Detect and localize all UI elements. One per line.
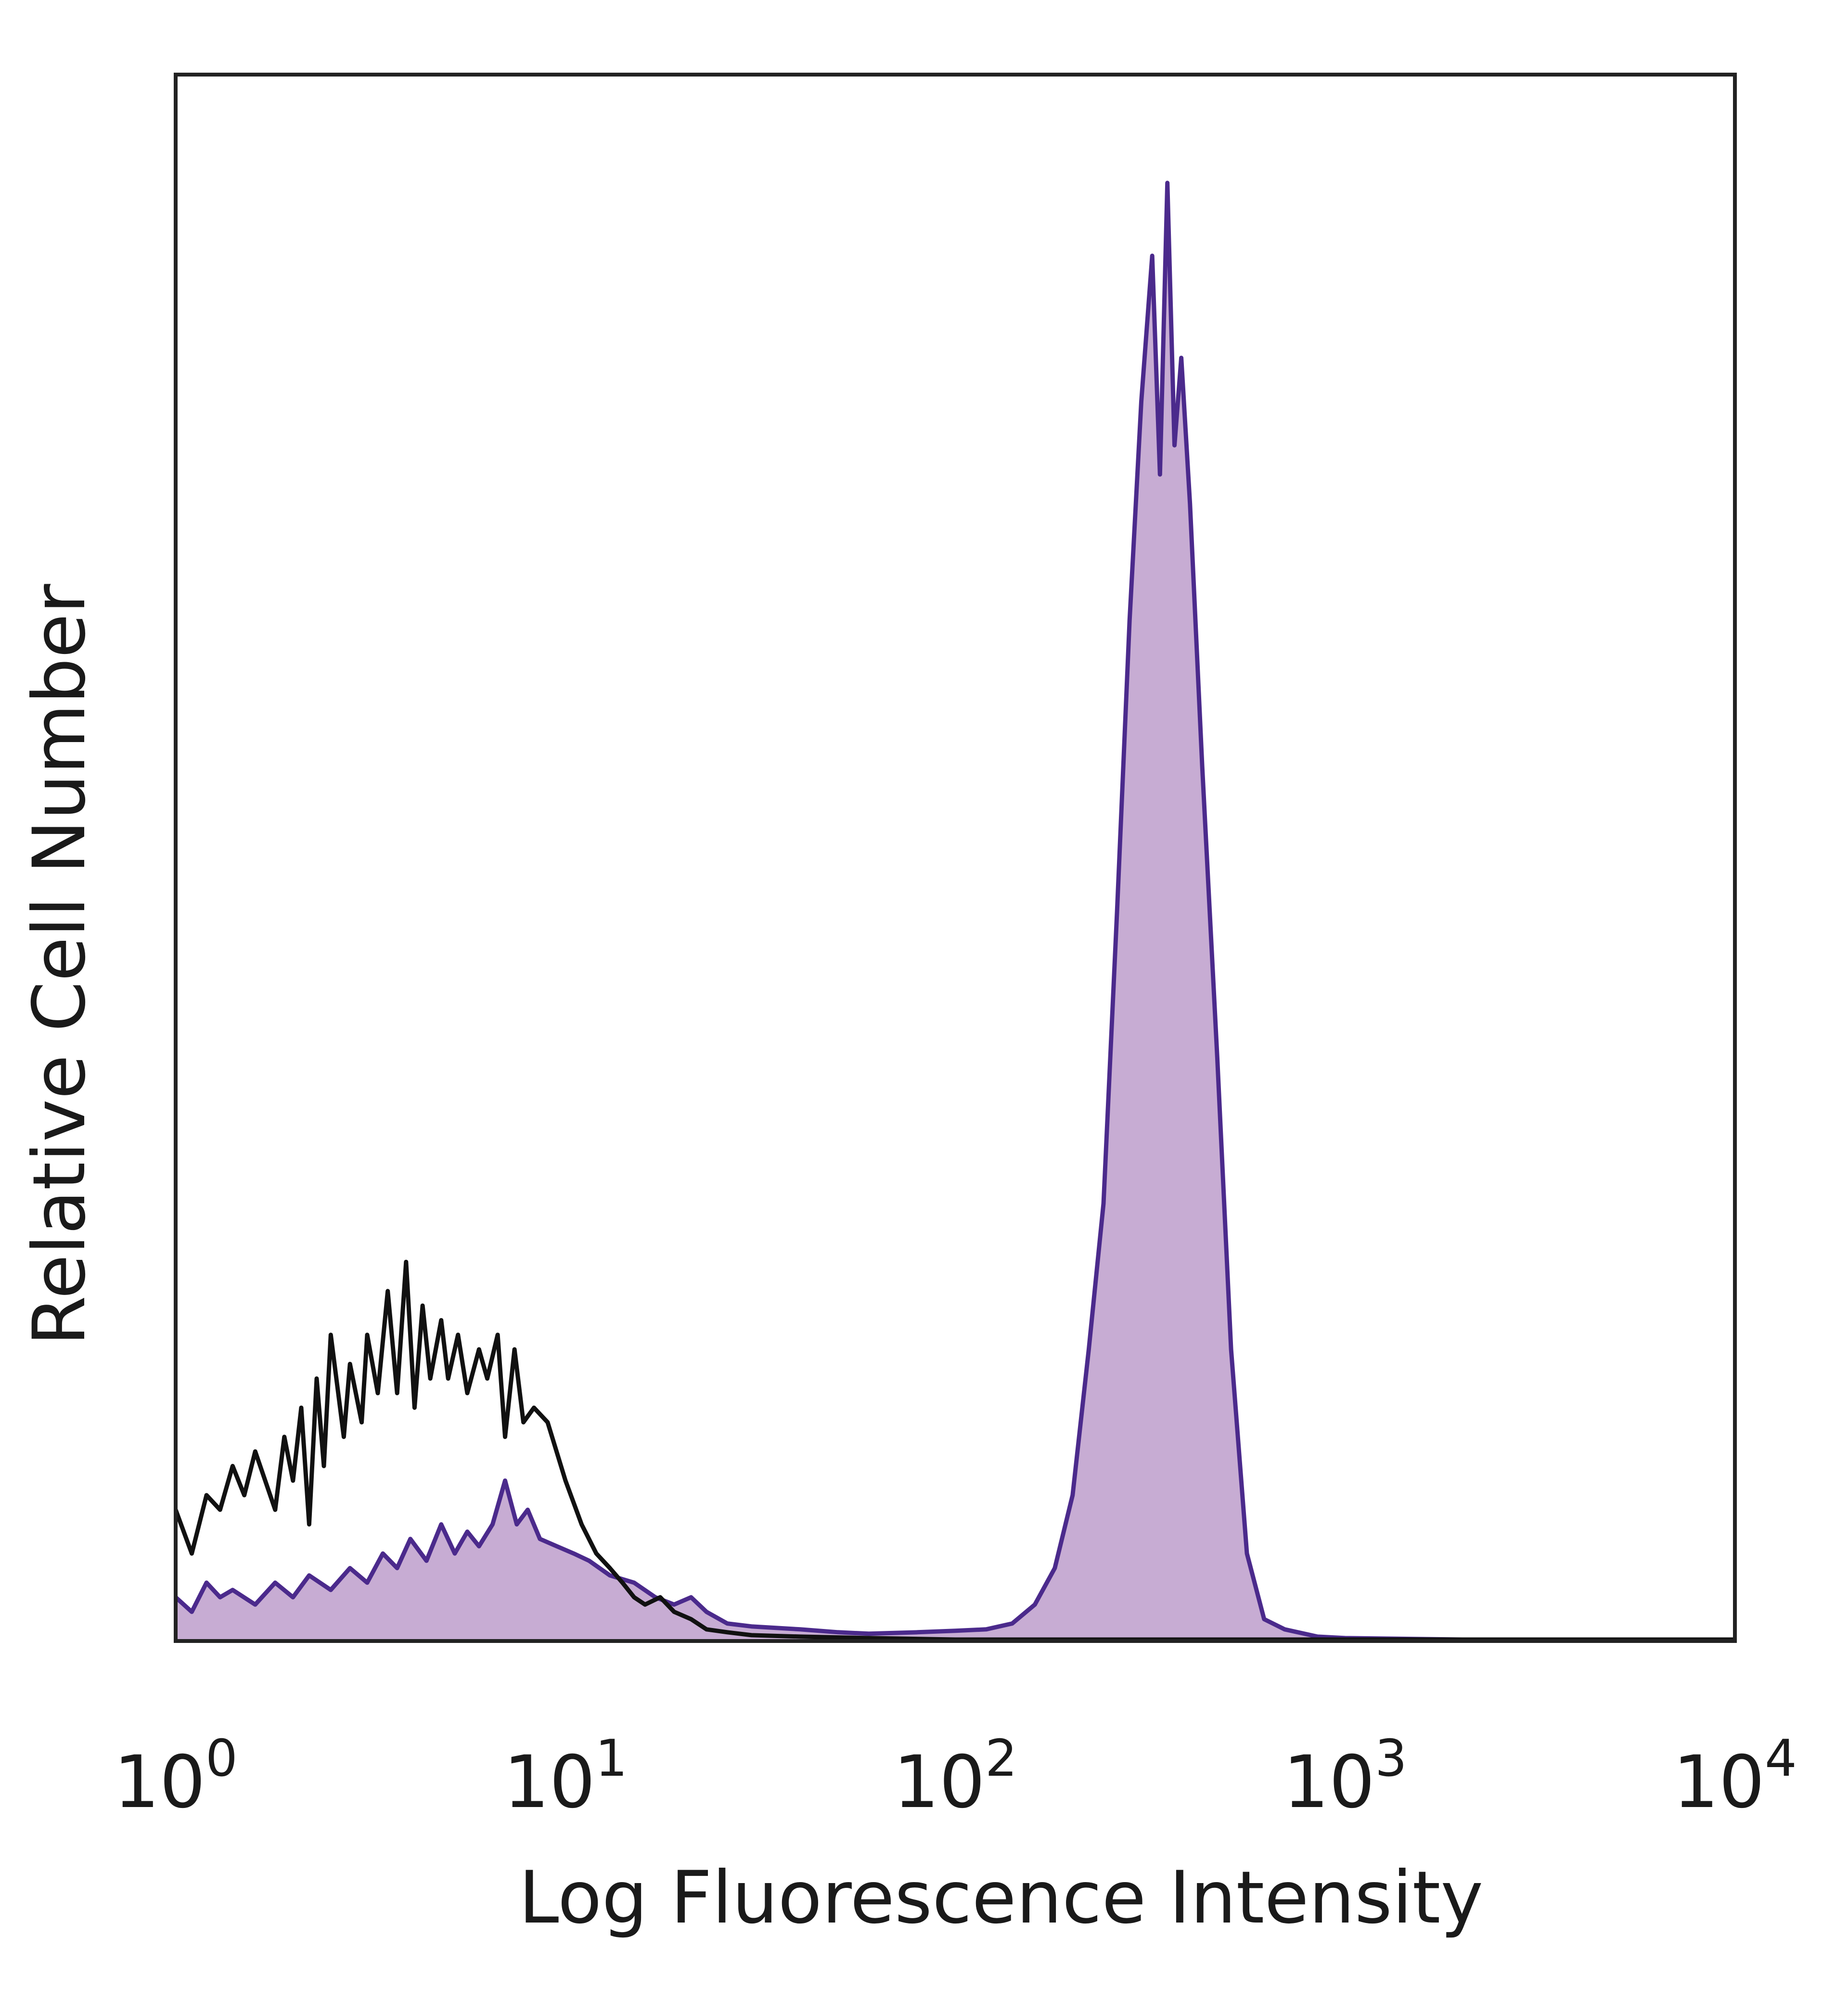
x-tick-base: 10 <box>503 1741 595 1824</box>
x-tick-label-4: 104 <box>1673 1729 1797 1824</box>
x-axis-title: Log Fluorescence Intensity <box>519 1856 1483 1940</box>
x-tick-exponent: 4 <box>1765 1729 1797 1788</box>
x-tick-labels: 100 101 102 103 104 <box>114 1729 1797 1824</box>
x-tick-base: 10 <box>1283 1741 1375 1824</box>
x-tick-exponent: 3 <box>1375 1729 1407 1788</box>
series-1-line <box>174 180 1735 1642</box>
x-tick-base: 10 <box>1673 1741 1765 1824</box>
x-tick-label-3: 103 <box>1283 1729 1407 1824</box>
series-layer <box>173 180 1735 1642</box>
plot-frame <box>174 73 1737 1643</box>
series-1-fill <box>176 183 1735 1641</box>
x-tick-exponent: 0 <box>205 1729 238 1788</box>
x-tick-base: 10 <box>893 1741 985 1824</box>
x-tick-label-0: 100 <box>114 1729 238 1824</box>
series-0-line <box>173 1259 1735 1642</box>
x-tick-base: 10 <box>114 1741 205 1824</box>
y-axis-title: Relative Cell Number <box>18 584 102 1346</box>
x-tick-exponent: 1 <box>595 1729 628 1788</box>
x-tick-exponent: 2 <box>985 1729 1017 1788</box>
x-tick-label-2: 102 <box>893 1729 1017 1824</box>
x-tick-label-1: 101 <box>503 1729 628 1824</box>
